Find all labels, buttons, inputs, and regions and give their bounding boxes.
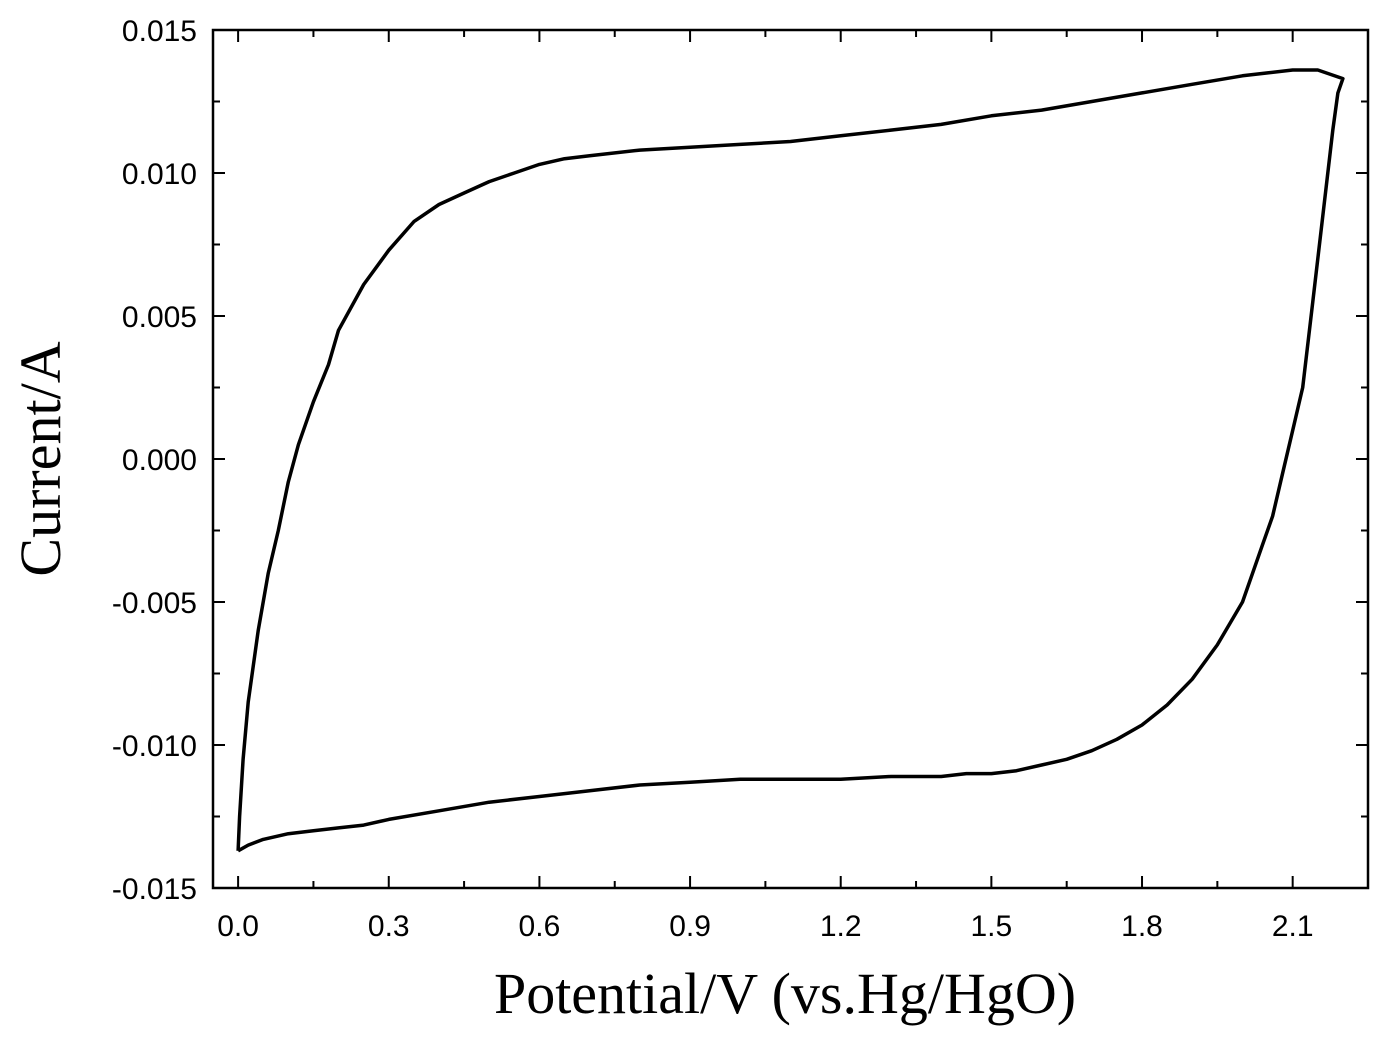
y-tick-label: 0.010 [122,158,197,191]
y-tick-label: -0.005 [112,587,197,620]
x-axis-title: Potential/V (vs.Hg/HgO) [494,961,1076,1026]
x-tick-label: 1.8 [1121,910,1163,943]
x-tick-label: 1.5 [971,910,1013,943]
x-axis: 0.0 0.3 0.6 0.9 1.2 1.5 1.8 2.1 [217,30,1368,943]
y-tick-label: -0.015 [112,873,197,906]
y-tick-label: -0.010 [112,730,197,763]
x-tick-label: 0.6 [519,910,561,943]
plot-frame [213,30,1368,888]
x-tick-label: 0.3 [368,910,410,943]
x-tick-label: 1.2 [820,910,862,943]
x-tick-label: 0.0 [217,910,259,943]
y-tick-label: 0.005 [122,301,197,334]
x-tick-label: 0.9 [669,910,711,943]
y-tick-label: 0.015 [122,15,197,48]
y-axis-title: Current/A [8,341,73,576]
y-axis: 0.015 0.010 0.005 0.000 -0.005 -0.010 -0.015 [112,15,1368,906]
x-tick-label: 2.1 [1272,910,1314,943]
cv-curve-line [238,70,1343,851]
y-tick-label: 0.000 [122,444,197,477]
